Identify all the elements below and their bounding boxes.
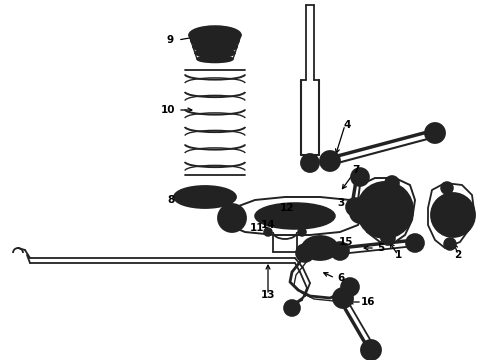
Polygon shape — [358, 178, 415, 242]
Ellipse shape — [178, 189, 232, 205]
Ellipse shape — [174, 186, 236, 208]
Circle shape — [350, 203, 370, 223]
Polygon shape — [228, 197, 365, 235]
Text: 16: 16 — [361, 297, 375, 307]
Text: 13: 13 — [261, 290, 275, 300]
Circle shape — [333, 288, 353, 308]
Circle shape — [356, 173, 364, 181]
Text: 12: 12 — [280, 203, 294, 213]
Circle shape — [296, 244, 314, 262]
Ellipse shape — [187, 194, 223, 201]
Ellipse shape — [189, 26, 241, 44]
Circle shape — [381, 231, 395, 245]
Circle shape — [367, 192, 403, 228]
Circle shape — [406, 234, 424, 252]
Circle shape — [301, 249, 309, 257]
Text: 1: 1 — [394, 250, 402, 260]
Ellipse shape — [315, 245, 325, 251]
Circle shape — [306, 159, 314, 167]
Circle shape — [336, 247, 344, 255]
Circle shape — [351, 203, 359, 211]
Text: 15: 15 — [339, 237, 353, 247]
Ellipse shape — [193, 41, 237, 53]
Ellipse shape — [195, 49, 235, 58]
Text: 5: 5 — [377, 243, 385, 253]
Text: 2: 2 — [454, 250, 462, 260]
Circle shape — [341, 278, 359, 296]
Circle shape — [338, 293, 348, 303]
Text: 4: 4 — [343, 120, 351, 130]
Circle shape — [446, 208, 460, 222]
Circle shape — [331, 242, 349, 260]
Circle shape — [346, 283, 354, 291]
Circle shape — [430, 128, 440, 138]
Circle shape — [425, 123, 445, 143]
Text: 10: 10 — [161, 105, 175, 115]
Circle shape — [298, 228, 306, 236]
Circle shape — [357, 182, 413, 238]
Text: 8: 8 — [168, 195, 174, 205]
Circle shape — [376, 201, 394, 219]
Ellipse shape — [183, 192, 227, 202]
Text: 7: 7 — [352, 165, 360, 175]
Circle shape — [431, 193, 475, 237]
Circle shape — [439, 201, 467, 229]
Ellipse shape — [197, 55, 233, 63]
Circle shape — [301, 154, 319, 172]
Text: 14: 14 — [261, 220, 275, 230]
Ellipse shape — [255, 203, 335, 229]
Circle shape — [264, 228, 272, 236]
Ellipse shape — [265, 208, 325, 224]
Circle shape — [218, 204, 246, 232]
Circle shape — [288, 304, 296, 312]
Circle shape — [325, 156, 335, 166]
Circle shape — [366, 345, 376, 355]
Circle shape — [351, 168, 369, 186]
Ellipse shape — [191, 34, 239, 48]
Circle shape — [355, 208, 365, 218]
Circle shape — [385, 176, 399, 190]
Ellipse shape — [302, 236, 338, 260]
Circle shape — [225, 211, 239, 225]
Text: 3: 3 — [338, 198, 344, 208]
Text: 6: 6 — [338, 273, 344, 283]
Circle shape — [441, 182, 453, 194]
Circle shape — [320, 151, 340, 171]
Ellipse shape — [309, 241, 331, 255]
Text: 11: 11 — [250, 223, 264, 233]
Circle shape — [444, 238, 456, 250]
Text: 9: 9 — [167, 35, 173, 45]
Circle shape — [411, 239, 419, 247]
Circle shape — [361, 340, 381, 360]
Circle shape — [284, 300, 300, 316]
Circle shape — [346, 198, 364, 216]
Polygon shape — [428, 183, 474, 248]
